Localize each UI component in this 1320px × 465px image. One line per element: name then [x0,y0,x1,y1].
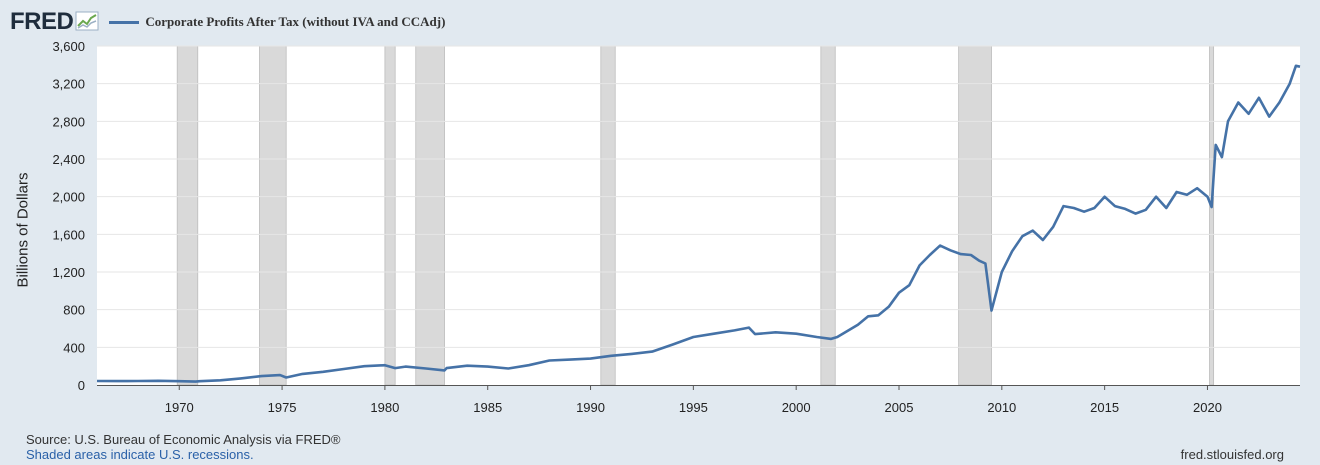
fred-logo[interactable]: FRED [10,8,74,35]
recession-note[interactable]: Shaded areas indicate U.S. recessions. [26,447,254,462]
recession-band [259,45,287,386]
x-tick-label: 2015 [1090,400,1119,415]
recession-band [384,45,396,386]
y-tick-label: 0 [78,378,85,393]
x-tick-label: 2000 [782,400,811,415]
y-tick-label: 400 [63,340,85,355]
x-tick-label: 1975 [268,400,297,415]
y-tick-label: 2,400 [52,152,85,167]
fred-logo-graph-icon [75,11,99,31]
recession-band [1209,45,1215,386]
x-tick-label: 1980 [370,400,399,415]
recession-band [415,45,445,386]
x-tick-label: 2010 [987,400,1016,415]
fred-url[interactable]: fred.stlouisfed.org [1180,447,1284,462]
chart-legend[interactable]: Corporate Profits After Tax (without IVA… [109,14,445,30]
x-tick-label: 2020 [1193,400,1222,415]
x-tick-label: 2005 [885,400,914,415]
recession-band [600,45,616,386]
x-tick-label: 1970 [165,400,194,415]
x-tick-label: 1990 [576,400,605,415]
y-tick-label: 1,200 [52,265,85,280]
recession-band [958,45,992,386]
x-tick-label: 1995 [679,400,708,415]
legend-label: Corporate Profits After Tax (without IVA… [145,14,446,29]
recession-band [176,45,199,386]
line-chart[interactable]: 0 400 800 1,200 1,600 2,000 2,400 2,800 3,200 3,6… [0,0,1320,430]
x-tick-label: 1985 [473,400,502,415]
plot-area [97,46,1300,385]
y-tick-label: 2,000 [52,190,85,205]
legend-swatch [109,20,140,24]
y-tick-label: 1,600 [52,227,85,242]
y-tick-label: 3,600 [52,39,85,54]
source-note: Source: U.S. Bureau of Economic Analysis… [26,432,341,447]
y-tick-label: 800 [63,303,85,318]
y-tick-label: 2,800 [52,114,85,129]
chart-header: FRED Corporate Profits After Tax (withou… [10,7,445,37]
series-line [96,64,1301,383]
recession-band [820,45,836,386]
y-tick-label: 3,200 [52,77,85,92]
